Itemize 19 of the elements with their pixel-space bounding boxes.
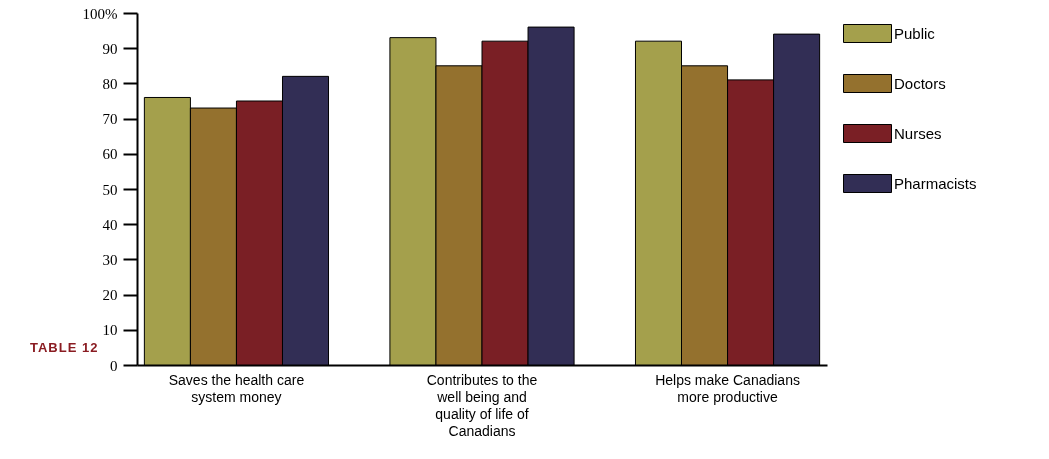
x-tick-label: Contributes to the well being and quality of life of Canadians [426,371,538,439]
legend-label: Pharmacists [894,174,977,192]
y-tick-label: 0 [110,357,118,374]
y-tick-label: 60 [102,146,118,163]
x-tick-label: Saves the health care system money [168,371,305,405]
y-tick-label: 80 [102,75,118,92]
y-tick-label: 10 [102,322,118,339]
y-tick-label: 40 [102,216,118,233]
x-tick-label: Helps make Canadians more productive [655,371,800,405]
y-tick-label: 20 [102,287,118,304]
y-tick-label: 30 [102,251,118,268]
legend-label: Doctors [894,74,946,92]
y-tick-label: 100% [82,5,118,22]
y-tick-label: 90 [102,40,118,57]
y-tick-label: 50 [102,181,118,198]
y-tick-label: 70 [102,111,118,128]
legend-label: Nurses [894,124,942,142]
legend-label: Public [894,24,936,42]
caption: TABLE 12 [30,340,99,355]
